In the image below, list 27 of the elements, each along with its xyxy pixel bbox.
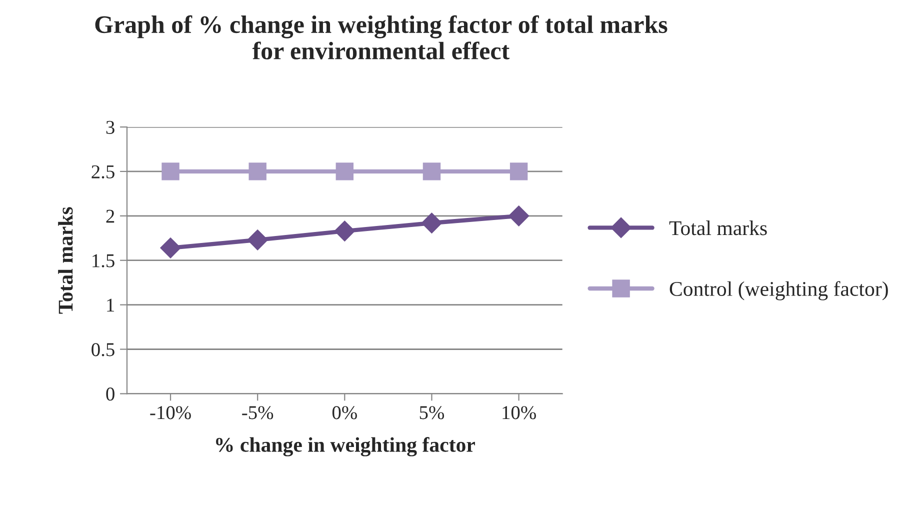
x-axis-title: % change in weighting factor — [216, 437, 475, 456]
point — [248, 162, 266, 180]
point — [336, 162, 354, 180]
point — [334, 220, 355, 242]
x-tick-label: 0% — [332, 406, 357, 420]
x-tick-label: 10% — [502, 406, 536, 420]
y-tick-label: 3 — [106, 120, 114, 134]
point — [162, 162, 180, 180]
y-tick-label: 0 — [106, 388, 114, 401]
y-tick-label: 1.5 — [92, 254, 114, 268]
point — [508, 206, 530, 226]
point — [421, 212, 442, 234]
x-tick-label: -5% — [242, 406, 274, 420]
y-axis-title: Total marks — [58, 207, 73, 314]
y-tick-label: 2 — [106, 210, 114, 223]
y-tick-label: 0.5 — [92, 343, 114, 356]
point — [247, 230, 268, 250]
point — [422, 162, 441, 180]
x-tick-label: 5% — [420, 406, 444, 420]
x-tick-label: -10% — [150, 406, 191, 420]
point — [160, 238, 181, 258]
y-tick-label: 1 — [107, 298, 114, 312]
y-tick-label: 2.5 — [92, 165, 114, 178]
legend-label: Total marks — [669, 220, 767, 236]
chart-title: Graph of % change in weighting factor of total marks for environmental effect — [95, 15, 668, 60]
legend-label: Control (weighting factor) — [670, 281, 888, 300]
point — [510, 162, 528, 180]
